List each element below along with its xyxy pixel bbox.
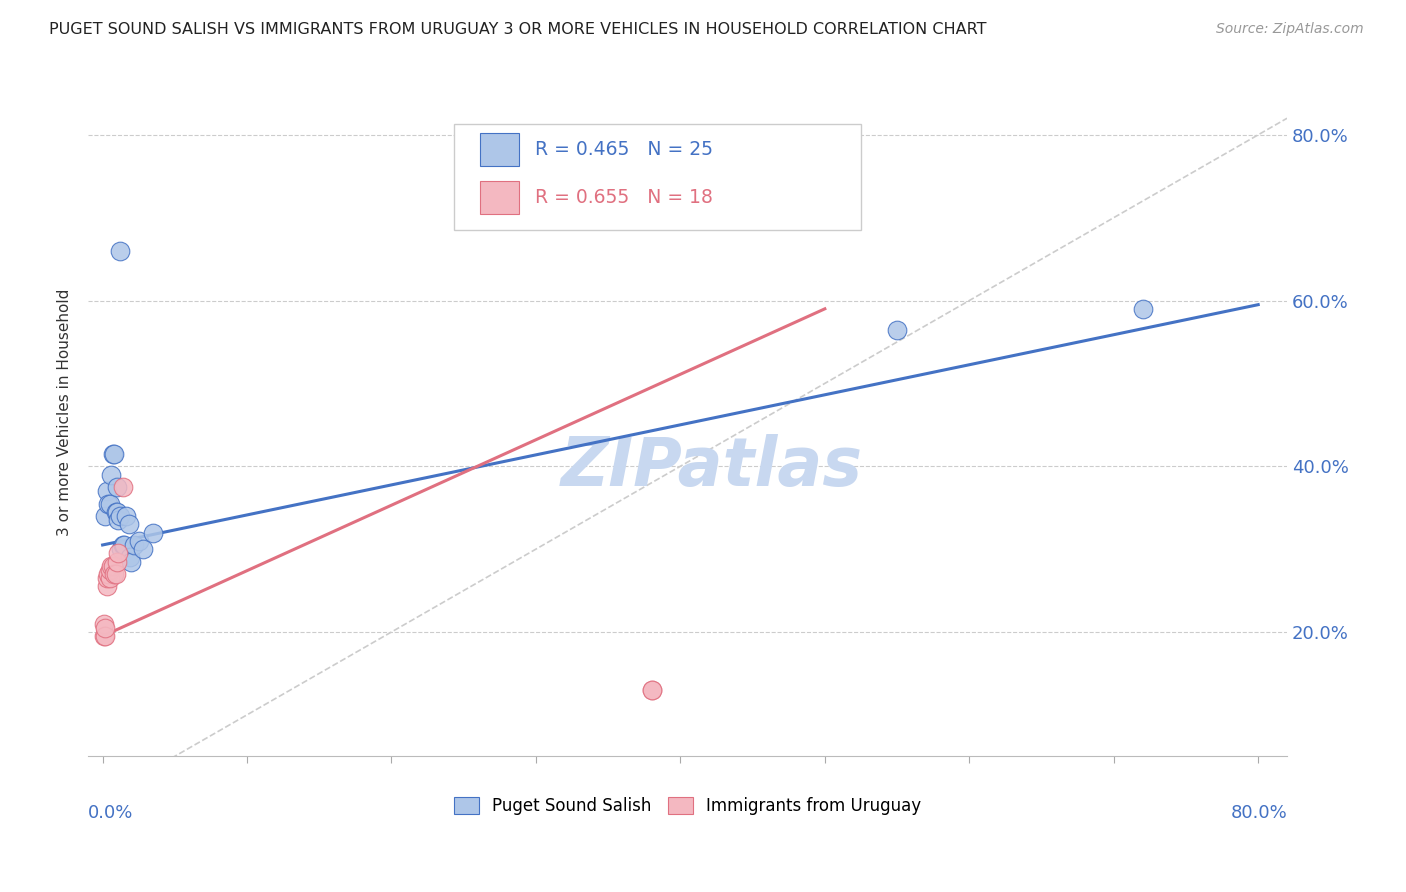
Y-axis label: 3 or more Vehicles in Household: 3 or more Vehicles in Household	[58, 289, 72, 536]
FancyBboxPatch shape	[481, 181, 519, 214]
Point	[107, 546, 129, 560]
Point	[107, 513, 129, 527]
Point	[886, 322, 908, 336]
Text: PUGET SOUND SALISH VS IMMIGRANTS FROM URUGUAY 3 OR MORE VEHICLES IN HOUSEHOLD CO: PUGET SOUND SALISH VS IMMIGRANTS FROM UR…	[49, 22, 987, 37]
Point	[94, 629, 117, 643]
Text: R = 0.465   N = 25: R = 0.465 N = 25	[536, 140, 713, 159]
Point	[108, 508, 131, 523]
Point	[100, 558, 122, 573]
Point	[103, 447, 125, 461]
Point	[142, 525, 165, 540]
Point	[114, 508, 136, 523]
Point	[105, 505, 128, 519]
Point	[96, 484, 118, 499]
Point	[96, 579, 118, 593]
Point	[117, 517, 139, 532]
Point	[132, 542, 155, 557]
Point	[640, 683, 662, 698]
Point	[111, 538, 134, 552]
Point	[110, 542, 132, 557]
Point	[98, 571, 121, 585]
Point	[97, 497, 120, 511]
Point	[101, 558, 124, 573]
Point	[108, 244, 131, 258]
Text: Source: ZipAtlas.com: Source: ZipAtlas.com	[1216, 22, 1364, 37]
Point	[105, 555, 128, 569]
FancyBboxPatch shape	[454, 123, 862, 230]
Point	[111, 480, 134, 494]
Point	[112, 538, 135, 552]
Point	[104, 566, 127, 581]
Legend: Puget Sound Salish, Immigrants from Uruguay: Puget Sound Salish, Immigrants from Urug…	[446, 789, 929, 823]
Point	[101, 447, 124, 461]
Text: R = 0.655   N = 18: R = 0.655 N = 18	[536, 188, 713, 207]
Text: ZIPatlas: ZIPatlas	[561, 434, 863, 500]
Point	[98, 563, 121, 577]
Text: 80.0%: 80.0%	[1230, 805, 1286, 822]
Point	[93, 629, 115, 643]
Point	[103, 566, 125, 581]
Point	[640, 683, 662, 698]
Point	[94, 621, 117, 635]
Point	[121, 555, 143, 569]
FancyBboxPatch shape	[481, 133, 519, 166]
Point	[118, 550, 141, 565]
Point	[105, 480, 128, 494]
Point	[98, 497, 121, 511]
Point	[93, 616, 115, 631]
Point	[96, 571, 118, 585]
Point	[1132, 301, 1154, 316]
Point	[104, 505, 127, 519]
Text: 0.0%: 0.0%	[89, 805, 134, 822]
Point	[94, 508, 117, 523]
Point	[124, 538, 146, 552]
Point	[97, 566, 120, 581]
Point	[100, 467, 122, 482]
Point	[128, 533, 150, 548]
